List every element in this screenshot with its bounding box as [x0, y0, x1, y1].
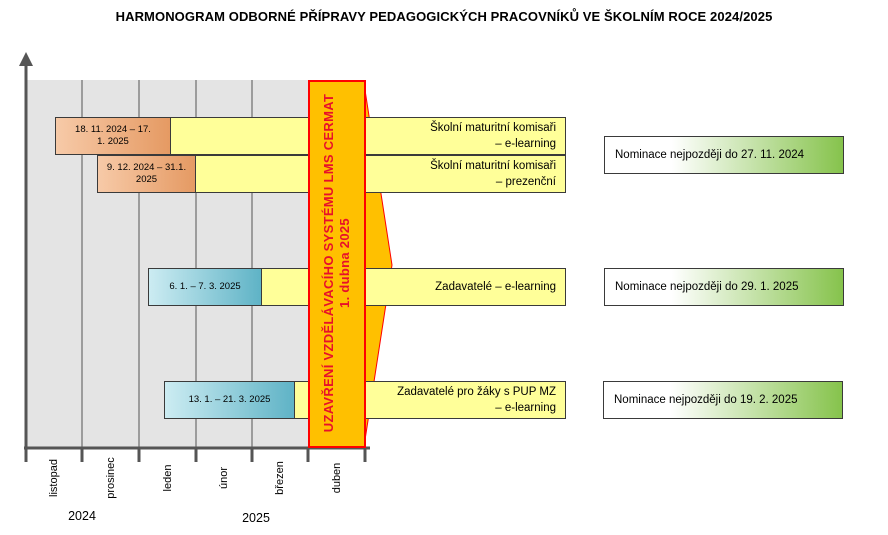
month-label-duben: duben: [331, 462, 343, 494]
nomination-text-3: Nominace nejpozději do 19. 2. 2025: [614, 394, 798, 406]
activity-label-3: Zadavatelé – e-learning: [366, 268, 566, 306]
closure-line-1: UZAVŘENÍ VZDĚLÁVACÍHO SYSTÉMU LMS CERMAT: [321, 93, 336, 433]
activity-label-2: Školní maturitní komisaři – prezenční: [366, 155, 566, 193]
month-label-unor: únor: [218, 466, 230, 490]
page-title: HARMONOGRAM ODBORNÉ PŘÍPRAVY PEDAGOGICKÝ…: [115, 9, 773, 24]
nomination-box-2: Nominace nejpozději do 29. 1. 2025: [604, 268, 844, 306]
activity-label-1: Školní maturitní komisaři – e-learning: [366, 117, 566, 155]
activity-label-2-line-1: Školní maturitní komisaři: [430, 160, 556, 172]
activity-label-1-line-1: Školní maturitní komisaři: [430, 122, 556, 134]
activity-label-4-line-2: – e-learning: [495, 402, 556, 414]
x-axis-ticks: [24, 448, 367, 462]
closure-column: [308, 80, 366, 448]
period-text-3: 6. 1. – 7. 3. 2025: [169, 281, 241, 292]
activity-label-4-line-1: Zadavatelé pro žáky s PUP MZ: [397, 386, 556, 398]
activity-label-4: Zadavatelé pro žáky s PUP MZ – e-learning: [366, 381, 566, 419]
month-label-prosinec: prosinec: [105, 457, 117, 499]
nomination-text-2: Nominace nejpozději do 29. 1. 2025: [615, 281, 799, 293]
y-axis-arrow: [19, 52, 33, 66]
nomination-box-3: Nominace nejpozději do 19. 2. 2025: [603, 381, 843, 419]
activity-label-3-line-1: Zadavatelé – e-learning: [435, 281, 556, 293]
month-label-leden: leden: [162, 464, 174, 492]
month-label-listopad: listopad: [48, 459, 60, 497]
period-box-4: 13. 1. – 21. 3. 2025: [164, 381, 295, 419]
nomination-box-1: Nominace nejpozději do 27. 11. 2024: [604, 136, 844, 174]
period-text-4: 13. 1. – 21. 3. 2025: [188, 394, 271, 405]
period-text-2: 9. 12. 2024 – 31.1. 2025: [106, 162, 187, 185]
closure-text: UZAVŘENÍ VZDĚLÁVACÍHO SYSTÉMU LMS CERMAT…: [321, 83, 353, 443]
year-label-2025: 2025: [242, 511, 270, 525]
period-box-2: 9. 12. 2024 – 31.1. 2025: [97, 155, 196, 193]
month-label-brezen: březen: [274, 461, 286, 495]
year-label-2024: 2024: [68, 509, 96, 523]
activity-label-1-line-2: – e-learning: [495, 138, 556, 150]
period-box-3: 6. 1. – 7. 3. 2025: [148, 268, 262, 306]
period-text-1: 18. 11. 2024 – 17. 1. 2025: [75, 124, 151, 147]
activity-label-2-line-2: – prezenční: [495, 176, 556, 188]
closure-line-2: 1. dubna 2025: [337, 218, 352, 308]
period-box-1: 18. 11. 2024 – 17. 1. 2025: [55, 117, 171, 155]
nomination-text-1: Nominace nejpozději do 27. 11. 2024: [615, 149, 805, 161]
